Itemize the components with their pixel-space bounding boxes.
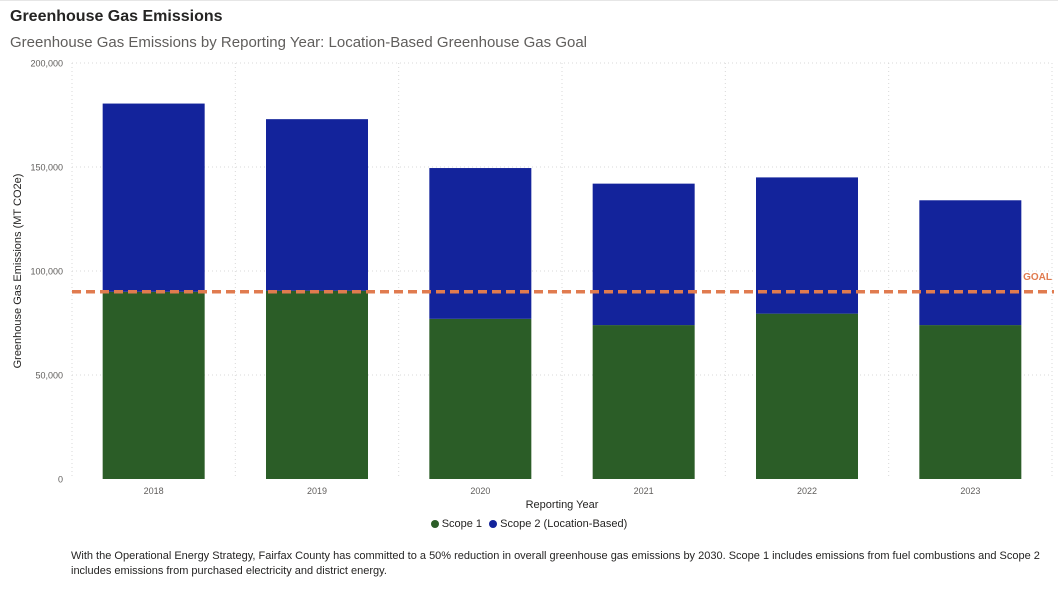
y-tick-label: 0: [58, 475, 63, 485]
bar-scope2-2020[interactable]: [429, 168, 532, 319]
footnote: With the Operational Energy Strategy, Fa…: [71, 550, 1040, 577]
goal-label: GOAL: [1023, 272, 1052, 283]
x-axis-ticks: 2018 2019 2020 2021 2022 2023: [144, 486, 981, 496]
legend: Scope 1 Scope 2 (Location-Based): [0, 518, 1058, 530]
gridlines: [71, 62, 1053, 479]
x-tick-label: 2019: [307, 486, 327, 496]
y-tick-label: 100,000: [30, 267, 63, 277]
legend-item-scope1[interactable]: Scope 1: [430, 518, 483, 530]
x-tick-label: 2021: [634, 486, 654, 496]
y-axis-ticks: 0 50,000 100,000 150,000 200,000: [30, 59, 63, 485]
bar-scope2-2019[interactable]: [266, 119, 368, 291]
bar-scope1-2020[interactable]: [429, 318, 532, 479]
goal-group: GOAL: [72, 272, 1054, 294]
x-tick-label: 2023: [960, 486, 980, 496]
bar-scope1-2019[interactable]: [266, 290, 368, 479]
bar-scope1-2023[interactable]: [919, 325, 1022, 479]
legend-dot-scope2: [489, 520, 498, 528]
legend-item-scope2[interactable]: Scope 2 (Location-Based): [489, 518, 627, 530]
legend-dot-scope1: [430, 520, 439, 528]
y-axis-label: Greenhouse Gas Emissions (MT CO2e): [12, 174, 24, 369]
x-tick-label: 2022: [797, 486, 817, 496]
bar-scope1-2021[interactable]: [592, 325, 695, 479]
legend-label-scope2: Scope 2 (Location-Based): [500, 518, 628, 530]
y-tick-label: 200,000: [30, 59, 63, 69]
bar-scope2-2021[interactable]: [592, 183, 695, 326]
top-border: [0, 0, 1058, 1]
legend-label-scope1: Scope 1: [441, 518, 483, 530]
bar-scope1-2022[interactable]: [756, 313, 858, 479]
chart-subtitle: Greenhouse Gas Emissions by Reporting Ye…: [10, 34, 588, 51]
x-axis-label: Reporting Year: [526, 499, 599, 511]
bar-scope2-2023[interactable]: [919, 200, 1022, 326]
x-tick-label: 2020: [470, 486, 490, 496]
bar-scope1-2018[interactable]: [102, 291, 205, 479]
y-tick-label: 150,000: [30, 163, 63, 173]
bar-scope2-2018[interactable]: [102, 103, 205, 292]
y-tick-label: 50,000: [35, 371, 63, 381]
bars: [102, 103, 1022, 479]
chart-title: Greenhouse Gas Emissions: [10, 8, 223, 25]
x-tick-label: 2018: [144, 486, 164, 496]
